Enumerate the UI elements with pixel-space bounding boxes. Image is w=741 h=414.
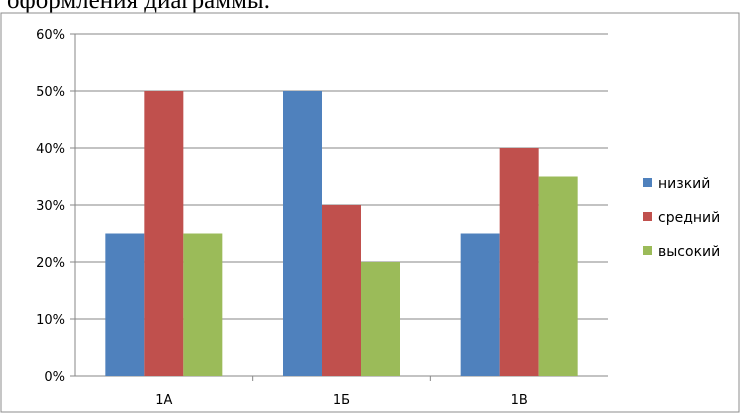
- axis-labels: 0% 10% 20% 30% 40% 50% 60% 1А 1Б 1В: [36, 28, 528, 408]
- bar-средний-1Б: [322, 205, 361, 376]
- y-tick-label: 10%: [36, 313, 65, 328]
- legend-swatch: [643, 212, 652, 221]
- bars: [105, 91, 578, 376]
- bar-низкий-1В: [460, 233, 500, 376]
- bar-низкий-1А: [105, 233, 145, 376]
- bar-средний-1В: [499, 148, 539, 376]
- x-tick-label: 1А: [155, 393, 172, 408]
- bar-высокий-1В: [538, 176, 578, 376]
- legend-label: средний: [658, 210, 720, 226]
- chart-border: [0, 12, 740, 413]
- x-tick-label: 1Б: [333, 393, 350, 408]
- caption-fragment: оформления диаграммы.: [7, 0, 270, 14]
- legend-swatch: [643, 178, 652, 187]
- bar-высокий-1Б: [361, 262, 400, 376]
- y-tick-label: 30%: [36, 199, 65, 214]
- y-tick-label: 40%: [36, 142, 65, 157]
- y-tick-label: 0%: [44, 370, 65, 385]
- bar-низкий-1Б: [283, 91, 322, 376]
- y-tick-label: 60%: [36, 28, 65, 43]
- legend-swatch: [643, 246, 652, 255]
- bar-высокий-1А: [183, 233, 223, 376]
- x-tick-label: 1В: [511, 393, 528, 408]
- bar-средний-1А: [144, 91, 184, 376]
- legend-label: высокий: [658, 244, 720, 260]
- legend: низкий средний высокий: [643, 176, 720, 260]
- legend-label: низкий: [658, 176, 710, 192]
- y-tick-label: 20%: [36, 256, 65, 271]
- y-tick-label: 50%: [36, 85, 65, 100]
